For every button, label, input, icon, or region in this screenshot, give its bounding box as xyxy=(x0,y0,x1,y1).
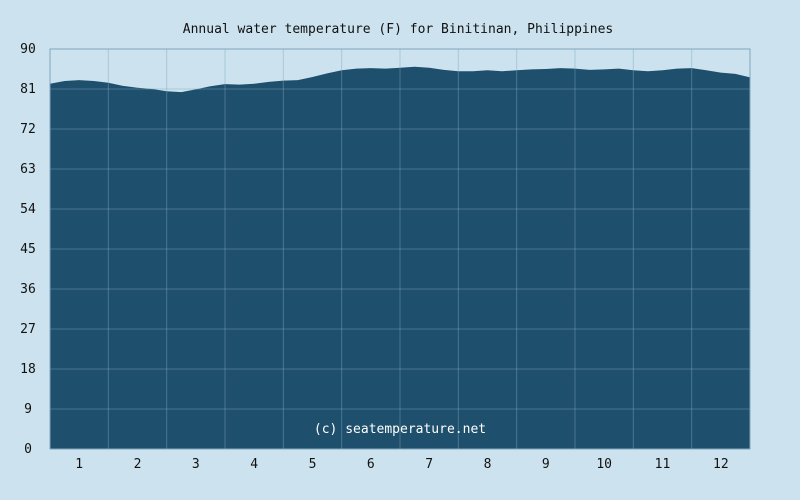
x-tick-label: 5 xyxy=(309,457,317,472)
y-tick-label: 18 xyxy=(20,362,36,377)
x-tick-label: 4 xyxy=(250,457,258,472)
watermark: (c) seatemperature.net xyxy=(314,422,486,437)
x-tick-label: 7 xyxy=(425,457,433,472)
x-tick-label: 12 xyxy=(713,457,729,472)
y-tick-label: 81 xyxy=(20,82,36,97)
y-tick-label: 54 xyxy=(20,202,36,217)
x-tick-label: 3 xyxy=(192,457,200,472)
x-tick-label: 9 xyxy=(542,457,550,472)
x-tick-label: 6 xyxy=(367,457,375,472)
y-axis: 0 9 18 27 36 45 54 63 72 81 90 xyxy=(20,42,36,457)
chart-title: Annual water temperature (F) for Binitin… xyxy=(183,22,613,37)
y-tick-label: 27 xyxy=(20,322,36,337)
plot-border xyxy=(49,48,751,450)
y-tick-label: 45 xyxy=(20,242,36,257)
x-tick-label: 11 xyxy=(655,457,671,472)
y-tick-label: 63 xyxy=(20,162,36,177)
temperature-area xyxy=(50,66,750,450)
grid-lines xyxy=(50,49,750,449)
x-tick-label: 10 xyxy=(596,457,612,472)
y-tick-label: 0 xyxy=(24,442,32,457)
x-tick-label: 1 xyxy=(75,457,83,472)
y-tick-label: 90 xyxy=(20,42,36,57)
x-axis: 1 2 3 4 5 6 7 8 9 10 11 12 xyxy=(75,457,728,472)
x-tick-label: 2 xyxy=(134,457,142,472)
y-tick-label: 36 xyxy=(20,282,36,297)
y-tick-label: 72 xyxy=(20,122,36,137)
y-tick-label: 9 xyxy=(24,402,32,417)
x-tick-label: 8 xyxy=(484,457,492,472)
